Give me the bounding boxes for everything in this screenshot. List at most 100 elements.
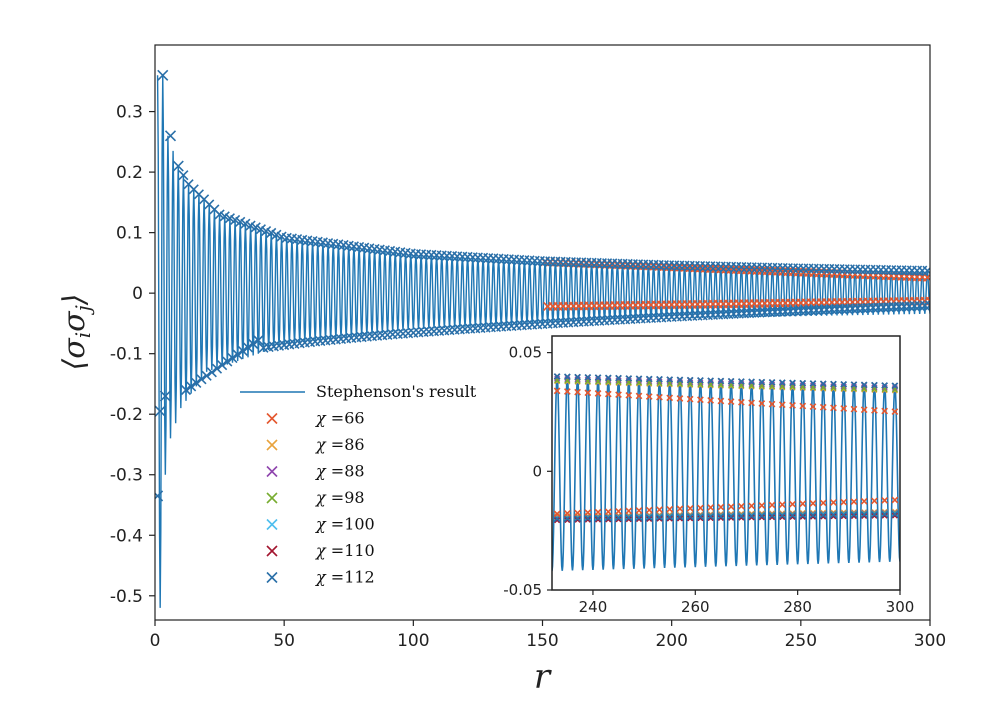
inset-marker-chi112 — [707, 513, 715, 520]
y-axis-label: ⟨σiσj⟩ — [57, 293, 95, 370]
inset-marker-chi112 — [891, 510, 899, 518]
inset-marker-chi66 — [553, 510, 561, 518]
inset-marker-chi112 — [778, 379, 786, 387]
inset-marker-chi66 — [707, 396, 715, 404]
legend-marker-swatch — [266, 465, 278, 478]
y-tick-label: -0.4 — [110, 526, 143, 546]
inset-marker-chi112 — [656, 513, 663, 521]
inset-marker — [646, 515, 653, 522]
inset-marker-chi112 — [748, 378, 755, 386]
inset-x-tick-label: 300 — [886, 598, 915, 616]
inset-marker-chi112 — [809, 380, 817, 387]
inset-y-tick-label: 0.05 — [509, 344, 542, 362]
inset-marker-chi66 — [891, 496, 899, 504]
marker-chi112 — [155, 405, 166, 417]
inset-marker-chi112 — [768, 378, 776, 386]
inset-marker-chi112 — [799, 379, 807, 387]
x-tick-label: 150 — [526, 631, 558, 651]
marker-chi112 — [227, 353, 238, 364]
inset-marker-chi112 — [768, 512, 776, 520]
inset-marker-chi112 — [697, 513, 704, 521]
inset-marker-chi66 — [594, 508, 602, 516]
inset-marker-chi112 — [799, 511, 807, 519]
inset-marker-chi66 — [778, 501, 786, 508]
legend-marker-swatch — [266, 492, 278, 504]
inset-marker-chi112 — [727, 512, 735, 520]
legend-item: χ =98 — [266, 488, 365, 507]
inset-marker — [768, 514, 776, 521]
inset-marker — [799, 513, 806, 520]
inset-marker-chi66 — [676, 395, 684, 402]
inset-marker-chi66 — [717, 397, 725, 405]
x-tick-label: 300 — [914, 631, 946, 651]
inset-marker-chi112 — [666, 513, 674, 521]
inset-marker-chi66 — [737, 502, 745, 510]
inset-marker-chi66 — [809, 403, 817, 410]
legend-marker-swatch — [266, 545, 278, 557]
inset-marker-chi112 — [645, 514, 653, 521]
marker-chi112 — [206, 367, 217, 378]
y-tick-label: -0.1 — [110, 345, 143, 365]
inset-marker-chi112 — [574, 373, 581, 381]
inset-marker — [605, 516, 612, 523]
inset-marker-chi112 — [809, 511, 817, 519]
inset-marker-chi66 — [819, 499, 827, 507]
inset-marker-chi112 — [553, 515, 561, 523]
inset-marker — [584, 516, 591, 523]
y-label-close: ⟩ — [57, 293, 92, 306]
inset-marker-chi66 — [768, 501, 776, 509]
inset-marker-chi66 — [676, 505, 684, 513]
inset-marker-chi112 — [686, 513, 694, 521]
inset-marker-chi66 — [850, 498, 858, 506]
inset-marker — [676, 515, 684, 522]
legend-item: Stephenson's result — [240, 382, 477, 401]
inset-marker-chi66 — [635, 392, 643, 400]
inset-marker-chi66 — [553, 387, 561, 395]
marker-chi112 — [159, 390, 171, 402]
inset-marker-chi112 — [656, 375, 663, 383]
y-tick-label: 0.2 — [116, 163, 143, 183]
inset-marker-chi112 — [584, 514, 592, 522]
legend-label: χ =98 — [315, 488, 365, 507]
inset-marker-chi112 — [584, 373, 592, 381]
marker-chi112 — [924, 300, 930, 311]
legend-label: χ =112 — [315, 568, 375, 587]
inset-marker-chi66 — [799, 500, 807, 508]
inset-marker — [666, 515, 673, 522]
inset-marker — [840, 513, 847, 520]
y-tick-label: 0 — [132, 284, 143, 304]
legend-label: χ =86 — [315, 435, 365, 454]
inset-marker — [687, 515, 694, 522]
inset-marker-chi112 — [676, 513, 684, 521]
x-tick-label: 100 — [397, 631, 429, 651]
inset-marker-chi112 — [594, 514, 602, 522]
legend-item: χ =88 — [266, 462, 365, 481]
inset-marker-chi66 — [799, 402, 807, 410]
legend-label: χ =66 — [315, 409, 365, 428]
inset-marker-chi66 — [697, 396, 704, 404]
inset-marker-chi112 — [645, 375, 653, 383]
marker-chi112 — [242, 342, 254, 353]
inset-marker-chi112 — [697, 377, 704, 384]
inset-marker — [615, 516, 622, 523]
x-tick-label: 50 — [273, 631, 295, 651]
legend: Stephenson's result χ =66 χ =86 χ =88 χ =98 χ… — [240, 382, 477, 587]
inset-marker-chi66 — [809, 499, 817, 507]
inset-x-tick-label: 240 — [579, 598, 608, 616]
inset-marker-chi66 — [830, 499, 837, 506]
legend-label: χ =100 — [315, 515, 375, 534]
x-tick-label: 250 — [785, 631, 817, 651]
inset-marker-chi66 — [574, 388, 581, 396]
inset-marker-chi66 — [778, 401, 786, 409]
inset-marker-chi112 — [563, 373, 571, 381]
legend-marker-swatch — [266, 412, 278, 425]
inset-marker — [554, 517, 561, 524]
inset-marker — [850, 513, 858, 520]
legend-marker-swatch — [266, 571, 278, 584]
legend-label: χ =110 — [315, 541, 375, 560]
inset-marker-chi112 — [748, 512, 755, 520]
inset-marker-chi66 — [686, 505, 694, 512]
x-tick-label: 0 — [150, 631, 161, 651]
inset-marker-chi112 — [717, 513, 725, 520]
